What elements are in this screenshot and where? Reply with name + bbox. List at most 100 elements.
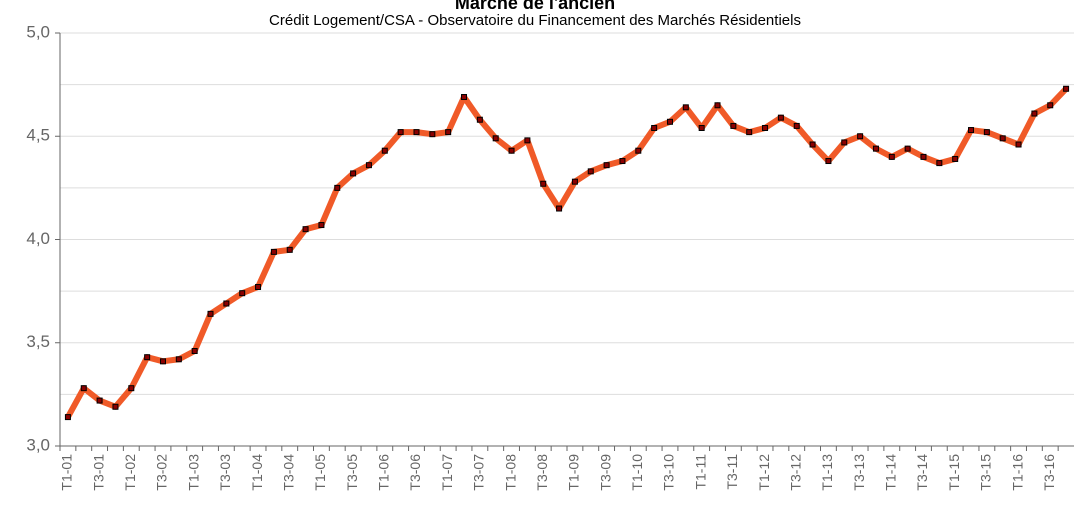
x-tick-label: T3-12	[787, 454, 803, 491]
x-tick-label: T1-08	[502, 454, 518, 491]
data-point	[730, 122, 737, 129]
x-tick-label: T1-05	[312, 454, 328, 491]
x-tick-label: T3-08	[534, 454, 550, 491]
data-point	[397, 129, 404, 136]
x-tick-label: T1-11	[692, 454, 708, 490]
x-tick-label: T1-12	[756, 454, 772, 491]
data-point	[1047, 102, 1054, 109]
data-point	[476, 116, 483, 123]
data-point	[825, 158, 832, 165]
x-tick-label: T1-04	[249, 454, 265, 491]
x-tick-label: T3-03	[217, 454, 233, 491]
data-point	[857, 133, 864, 140]
y-tick-label: 4,0	[26, 229, 50, 248]
x-tick-label: T1-14	[883, 454, 899, 491]
data-point	[461, 94, 468, 101]
data-point	[809, 141, 816, 148]
data-point	[96, 397, 103, 404]
data-point	[128, 385, 135, 392]
data-point	[191, 348, 198, 355]
x-tick-label: T1-16	[1009, 454, 1025, 491]
x-tick-label: T3-16	[1041, 454, 1057, 491]
data-point	[904, 145, 911, 152]
data-point	[793, 122, 800, 129]
data-point	[492, 135, 499, 142]
x-tick-label: T3-11	[724, 454, 740, 490]
data-point	[64, 414, 71, 421]
data-point	[682, 104, 689, 111]
x-tick-label: T3-13	[851, 454, 867, 491]
x-tick-label: T1-15	[946, 454, 962, 491]
data-point	[524, 137, 531, 144]
x-tick-label: T3-02	[154, 454, 170, 491]
data-point	[666, 118, 673, 125]
data-point	[619, 158, 626, 165]
x-tick-label: T3-10	[661, 454, 677, 491]
data-point	[350, 170, 357, 177]
data-point	[952, 155, 959, 162]
data-point	[540, 180, 547, 187]
data-point	[556, 205, 563, 212]
x-tick-label: T3-14	[914, 454, 930, 491]
x-tick-label: T3-15	[978, 454, 994, 491]
data-point	[255, 283, 262, 290]
data-point	[587, 168, 594, 175]
data-point	[888, 153, 895, 160]
data-point	[80, 385, 87, 392]
chart-subtitle: Crédit Logement/CSA - Observatoire du Fi…	[269, 12, 801, 29]
data-point	[746, 129, 753, 136]
x-tick-label: T1-01	[59, 454, 75, 491]
data-point	[381, 147, 388, 154]
data-point	[112, 403, 119, 410]
x-tick-label: T3-04	[280, 454, 296, 491]
x-tick-label: T1-07	[439, 454, 455, 491]
data-point	[445, 129, 452, 136]
data-point	[239, 290, 246, 297]
data-point	[429, 131, 436, 138]
data-point	[1015, 141, 1022, 148]
data-point	[318, 222, 325, 229]
y-tick-label: 3,5	[26, 332, 50, 351]
data-point	[841, 139, 848, 146]
x-tick-label: T3-01	[90, 454, 106, 491]
x-tick-label: T1-10	[629, 454, 645, 491]
data-point	[651, 124, 658, 131]
x-tick-label: T1-02	[122, 454, 138, 491]
data-point	[1063, 85, 1070, 92]
data-point	[603, 162, 610, 169]
data-point	[936, 160, 943, 167]
data-point	[983, 129, 990, 136]
y-tick-label: 4,5	[26, 126, 50, 145]
data-line	[65, 86, 1069, 419]
data-point	[872, 145, 879, 152]
data-point	[159, 358, 166, 365]
chart-title: Marché de l'ancien	[455, 0, 615, 13]
data-point	[714, 102, 721, 109]
data-point	[286, 246, 293, 253]
x-tick-label: T3-05	[344, 454, 360, 491]
data-point	[365, 162, 372, 169]
data-point	[698, 124, 705, 131]
data-point	[207, 310, 214, 317]
data-point	[508, 147, 515, 154]
x-tick-label: T3-09	[597, 454, 613, 491]
x-tick-label: T1-09	[566, 454, 582, 491]
x-tick-label: T3-07	[471, 454, 487, 491]
x-tick-label: T3-06	[407, 454, 423, 491]
x-tick-label: T1-13	[819, 454, 835, 491]
y-tick-label: 5,0	[26, 22, 50, 41]
data-point	[334, 184, 341, 191]
data-point	[777, 114, 784, 121]
data-point	[413, 129, 420, 136]
data-point	[920, 153, 927, 160]
data-point	[223, 300, 230, 307]
data-point	[175, 356, 182, 363]
data-point	[1031, 110, 1038, 117]
data-point	[635, 147, 642, 154]
data-point	[968, 127, 975, 134]
data-point	[571, 178, 578, 185]
data-point	[999, 135, 1006, 142]
data-point	[144, 354, 151, 361]
x-tick-label: T1-06	[376, 454, 392, 491]
